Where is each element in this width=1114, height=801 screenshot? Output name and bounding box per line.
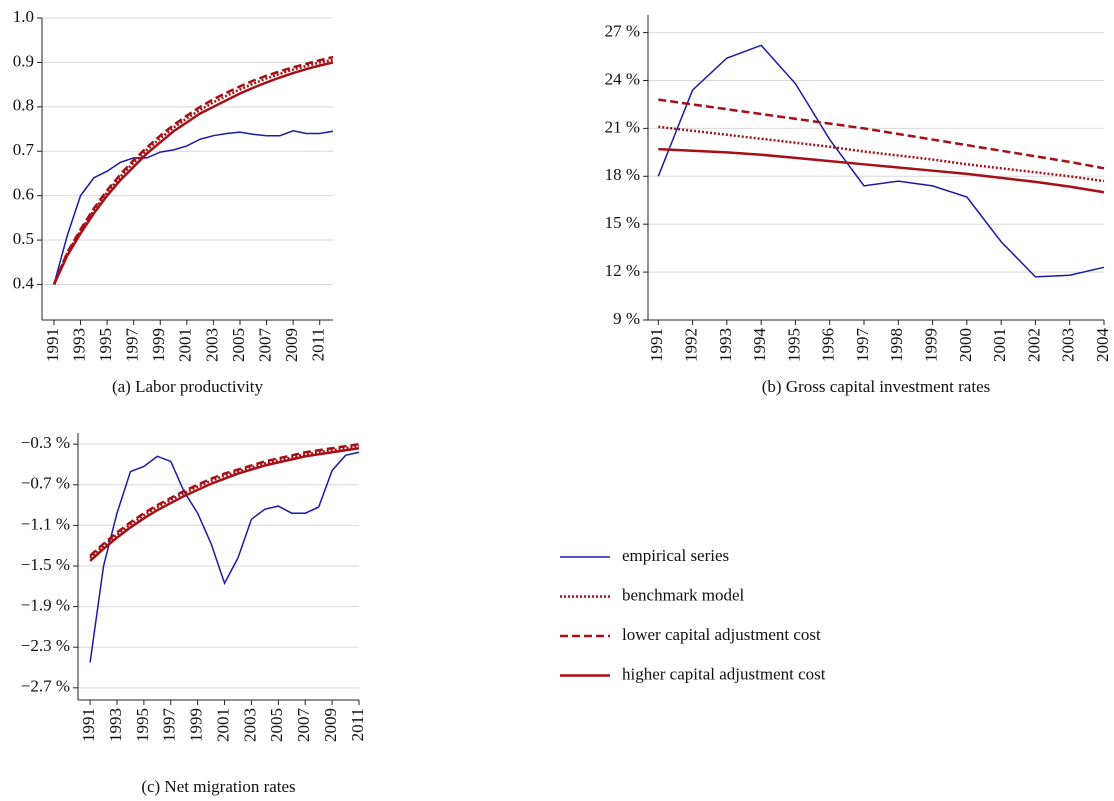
x-tick-label: 2009: [282, 328, 301, 362]
x-tick-label: 1991: [79, 708, 98, 742]
y-tick-label: 15 %: [605, 213, 640, 232]
y-tick-label: −0.7 %: [21, 474, 70, 493]
x-tick-label: 1997: [123, 328, 142, 363]
y-tick-label: 0.8: [13, 96, 34, 115]
legend-label: benchmark model: [622, 585, 745, 604]
x-tick-label: 1998: [887, 328, 906, 362]
x-tick-label: 2007: [294, 708, 313, 743]
x-tick-label: 1997: [160, 708, 179, 743]
x-tick-label: 2001: [176, 328, 195, 362]
chart-title: (c) Net migration rates: [141, 777, 295, 796]
x-tick-label: 2011: [348, 708, 367, 741]
x-tick-label: 1995: [96, 328, 115, 362]
y-tick-label: −2.7 %: [21, 677, 70, 696]
y-tick-label: 9 %: [613, 309, 640, 328]
legend-label: lower capital adjustment cost: [622, 625, 821, 644]
x-tick-label: 2009: [321, 708, 340, 742]
series-line: [89, 446, 360, 562]
y-tick-label: 0.7: [13, 140, 35, 159]
y-tick-label: −1.1 %: [21, 514, 70, 533]
x-tick-label: 2011: [309, 328, 328, 361]
x-tick-label: 2003: [1059, 328, 1078, 362]
series-line: [658, 125, 1105, 183]
series-line: [657, 44, 1105, 278]
chart-title: (b) Gross capital investment rates: [762, 377, 991, 396]
x-tick-label: 1995: [133, 708, 152, 742]
y-tick-label: 24 %: [605, 69, 640, 88]
x-tick-label: 2005: [229, 328, 248, 362]
series-line: [89, 444, 360, 559]
chart-title: (a) Labor productivity: [112, 377, 264, 396]
y-tick-label: 12 %: [605, 261, 640, 280]
x-tick-label: 1992: [681, 328, 700, 362]
x-tick-label: 1999: [187, 708, 206, 742]
x-tick-label: 1991: [43, 328, 62, 362]
series-line: [52, 61, 334, 285]
series-line: [53, 130, 334, 285]
x-tick-label: 2007: [255, 328, 274, 363]
x-tick-label: 1997: [853, 328, 872, 363]
x-tick-label: 1999: [149, 328, 168, 362]
y-tick-label: −1.9 %: [21, 596, 70, 615]
series-line: [89, 442, 360, 557]
y-tick-label: 27 %: [605, 21, 640, 40]
x-tick-label: 1991: [647, 328, 666, 362]
x-tick-label: 2001: [213, 708, 232, 742]
x-tick-label: 1996: [819, 328, 838, 362]
y-tick-label: −0.3 %: [21, 433, 70, 452]
x-tick-label: 1994: [750, 328, 769, 363]
y-tick-label: −1.5 %: [21, 555, 70, 574]
x-tick-label: 2001: [990, 328, 1009, 362]
y-tick-label: 18 %: [605, 165, 640, 184]
y-tick-label: 21 %: [605, 117, 640, 136]
y-tick-label: 0.4: [13, 273, 35, 292]
legend-label: empirical series: [622, 546, 729, 565]
x-tick-label: 2005: [267, 708, 286, 742]
x-tick-label: 2003: [202, 328, 221, 362]
series-line: [89, 451, 360, 663]
y-tick-label: 0.5: [13, 229, 34, 248]
x-tick-label: 2003: [240, 708, 259, 742]
y-tick-label: −2.3 %: [21, 636, 70, 655]
x-tick-label: 1993: [716, 328, 735, 362]
x-tick-label: 1999: [921, 328, 940, 362]
y-tick-label: 0.9: [13, 51, 34, 70]
x-tick-label: 2002: [1024, 328, 1043, 362]
series-line: [658, 147, 1105, 194]
series-line: [52, 58, 334, 285]
x-tick-label: 2000: [956, 328, 975, 362]
x-tick-label: 1995: [784, 328, 803, 362]
series-line: [658, 98, 1105, 170]
x-tick-label: 1993: [69, 328, 88, 362]
x-tick-label: 1993: [106, 708, 125, 742]
y-tick-label: 1.0: [13, 7, 34, 26]
x-tick-label: 2004: [1093, 328, 1112, 363]
series-line: [52, 55, 334, 285]
legend-label: higher capital adjustment cost: [622, 664, 826, 683]
y-tick-label: 0.6: [13, 185, 34, 204]
